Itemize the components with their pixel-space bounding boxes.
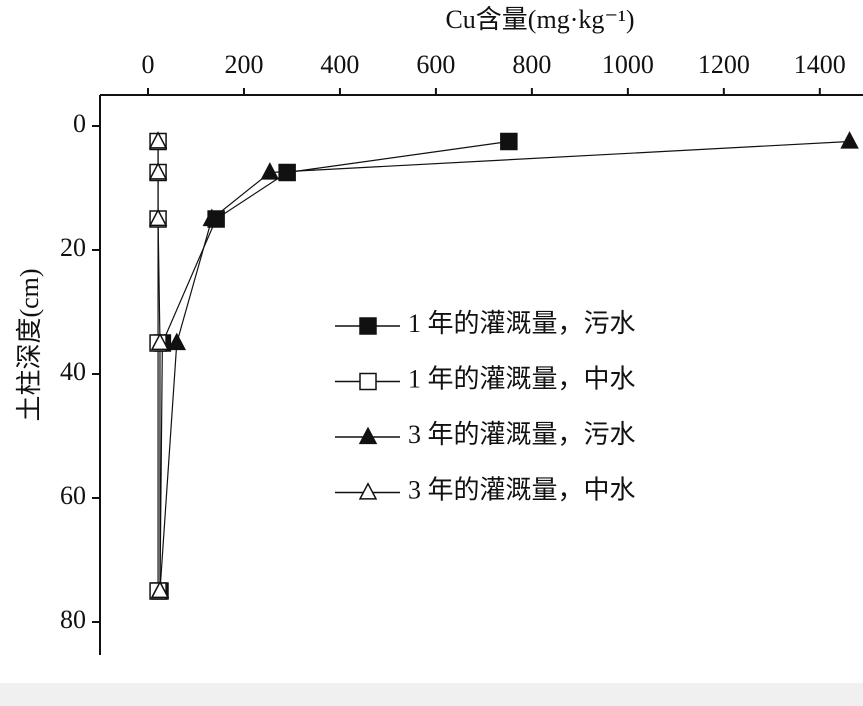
marker bbox=[840, 131, 859, 149]
legend-label: 1 年的灌溉量，污水 bbox=[408, 309, 636, 338]
y-tick-label: 80 bbox=[60, 605, 86, 634]
x-tick-label: 1000 bbox=[602, 50, 654, 79]
marker bbox=[278, 163, 296, 182]
x-tick-label: 200 bbox=[224, 50, 263, 79]
y-tick-label: 40 bbox=[60, 357, 86, 386]
marker bbox=[358, 482, 378, 500]
y-tick-label: 20 bbox=[60, 233, 86, 262]
marker bbox=[148, 208, 168, 227]
x-tick-label: 1400 bbox=[794, 50, 846, 79]
legend-label: 3 年的灌溉量，污水 bbox=[408, 420, 636, 449]
x-tick-label: 400 bbox=[320, 50, 359, 79]
x-tick-label: 800 bbox=[512, 50, 551, 79]
x-tick-label: 0 bbox=[141, 50, 154, 79]
marker bbox=[148, 131, 168, 149]
marker bbox=[358, 426, 378, 445]
marker bbox=[359, 372, 377, 391]
y-tick-label: 0 bbox=[73, 109, 86, 138]
marker bbox=[500, 132, 518, 151]
y-tick-label: 60 bbox=[60, 481, 86, 510]
footer-bar bbox=[0, 683, 863, 706]
marker bbox=[359, 317, 377, 335]
x-tick-label: 1200 bbox=[698, 50, 750, 79]
chart-title: Cu含量(mg·kg⁻¹) bbox=[445, 5, 634, 34]
marker bbox=[167, 332, 187, 351]
marker bbox=[148, 162, 168, 180]
legend-label: 3 年的灌溉量，中水 bbox=[408, 475, 636, 504]
legend-label: 1 年的灌溉量，中水 bbox=[408, 364, 636, 393]
y-axis-label: 土柱深度(cm) bbox=[15, 268, 44, 421]
marker bbox=[150, 332, 170, 351]
marker bbox=[260, 162, 280, 180]
marker bbox=[202, 208, 222, 227]
x-tick-label: 600 bbox=[416, 50, 455, 79]
marker bbox=[150, 580, 170, 599]
